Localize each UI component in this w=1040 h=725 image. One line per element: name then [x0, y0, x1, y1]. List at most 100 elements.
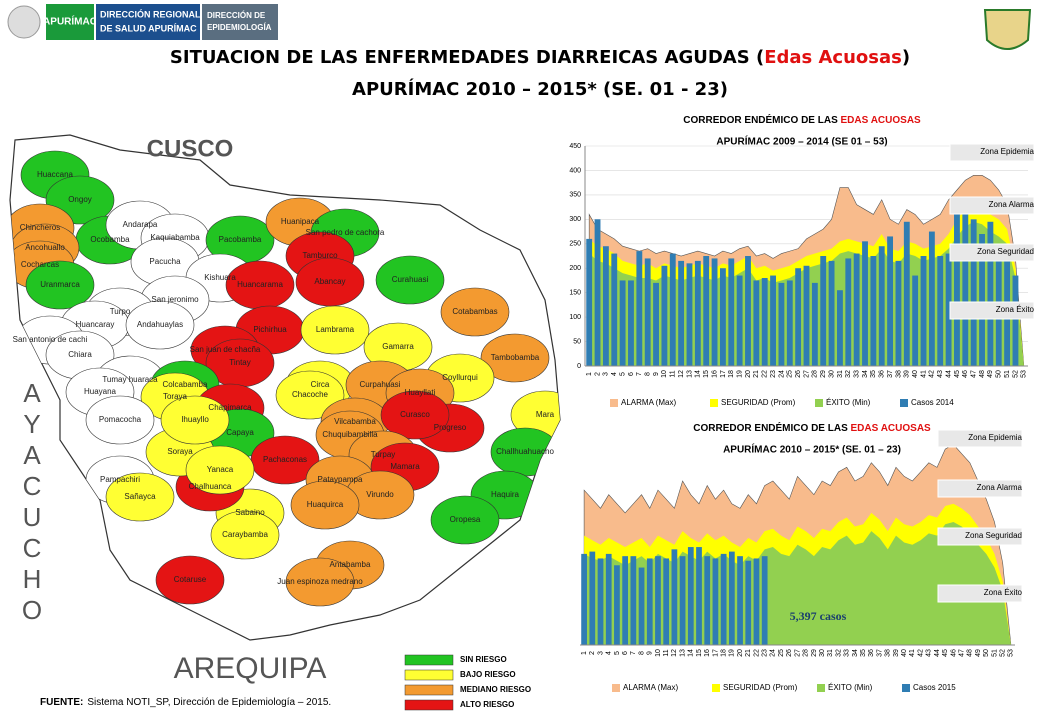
zone-label: Zona Seguridad — [965, 531, 1022, 540]
bar — [954, 214, 960, 366]
district-label: Turpay — [371, 450, 396, 459]
bar — [828, 260, 835, 366]
x-tick-label: 17 — [712, 649, 719, 657]
bar — [745, 560, 752, 645]
x-tick-label: 3 — [603, 372, 610, 376]
bar — [937, 256, 944, 366]
district-label: Colcabamba — [163, 380, 208, 389]
district — [155, 555, 225, 605]
bar — [920, 256, 927, 366]
x-tick-label: 8 — [638, 651, 645, 655]
x-tick-label: 29 — [820, 370, 827, 378]
region-letter: U — [23, 502, 42, 532]
x-tick-label: 44 — [945, 370, 952, 378]
crest — [983, 9, 1032, 50]
x-tick-label: 29 — [811, 649, 818, 657]
bar — [770, 275, 776, 366]
x-tick-label: 25 — [778, 649, 785, 657]
x-tick-label: 12 — [671, 649, 678, 657]
bar — [678, 260, 685, 366]
x-tick-label: 46 — [962, 370, 969, 378]
bar — [928, 231, 935, 366]
bar — [837, 290, 843, 366]
x-tick-label: 24 — [778, 370, 785, 378]
x-tick-label: 12 — [678, 370, 685, 378]
district-label: Circa — [311, 380, 330, 389]
bar — [589, 551, 596, 645]
district-label: Kaquiabamba — [150, 233, 200, 242]
x-tick-label: 47 — [971, 370, 978, 378]
x-tick-label: 39 — [893, 649, 900, 657]
x-tick-label: 31 — [827, 649, 834, 657]
x-tick-label: 37 — [887, 370, 894, 378]
y-tick-label: 100 — [569, 314, 581, 321]
x-tick-label: 53 — [1008, 649, 1015, 657]
x-tick-label: 41 — [920, 370, 927, 378]
zone-label: Zona Alarma — [989, 200, 1035, 209]
x-tick-label: 28 — [803, 649, 810, 657]
district-label: Tumay huaraca — [102, 375, 158, 384]
x-tick-label: 28 — [812, 370, 819, 378]
bar — [696, 547, 702, 645]
district-label: Pomacocha — [99, 415, 142, 424]
legend-swatch — [710, 399, 718, 407]
region-letter: A — [23, 378, 41, 408]
bar — [712, 558, 719, 645]
district-label: Chincheros — [20, 223, 60, 232]
bar — [761, 556, 768, 645]
x-tick-label: 25 — [787, 370, 794, 378]
district — [440, 287, 510, 337]
district-label: Caraybamba — [222, 530, 268, 539]
bar — [853, 253, 860, 366]
district — [290, 480, 360, 530]
x-tick-label: 38 — [895, 370, 902, 378]
x-tick-label: 50 — [983, 649, 990, 657]
legend-swatch — [610, 399, 618, 407]
district-label: Ocobamba — [90, 235, 130, 244]
header: APURÍMAC DIRECCIÓN REGIONAL DE SALUD APU… — [7, 4, 1032, 100]
bar — [878, 246, 885, 366]
bar — [1012, 275, 1019, 366]
district — [185, 445, 255, 495]
district-label: Chuquibambilla — [322, 430, 378, 439]
x-tick-label: 26 — [786, 649, 793, 657]
x-tick-label: 36 — [879, 370, 886, 378]
x-tick-label: 40 — [912, 370, 919, 378]
x-tick-label: 20 — [745, 370, 752, 378]
bar — [970, 219, 977, 366]
district — [375, 255, 445, 305]
y-tick-label: 350 — [569, 192, 581, 199]
district-label: Pachaconas — [263, 455, 307, 464]
bar — [602, 246, 609, 366]
map — [9, 134, 561, 641]
district-label: Soraya — [167, 447, 193, 456]
x-tick-label: 27 — [794, 649, 801, 657]
x-tick-label: 13 — [679, 649, 686, 657]
x-tick-label: 41 — [909, 649, 916, 657]
region-letter: C — [23, 471, 42, 501]
district-label: Abancay — [314, 277, 345, 286]
legend-swatch — [815, 399, 823, 407]
bar — [628, 280, 634, 366]
district-label: Huanipaca — [281, 217, 320, 226]
district-label: Chiara — [68, 350, 92, 359]
legend-label: ÉXITO (Min) — [828, 683, 873, 692]
x-tick-label: 8 — [645, 372, 652, 376]
bar — [663, 558, 670, 645]
main-title: SITUACION DE LAS ENFERMEDADES DIARREICAS… — [170, 47, 910, 68]
district-label: Chacoche — [292, 390, 329, 399]
x-tick-label: 13 — [686, 370, 693, 378]
district-label: Uranmarca — [40, 280, 80, 289]
legend-swatch — [404, 699, 454, 711]
bar — [845, 258, 852, 366]
district-label: Huaccana — [37, 170, 74, 179]
annotation: 5,397 casos — [790, 609, 847, 623]
zone-label: Zona Epidemia — [968, 433, 1022, 442]
district — [210, 510, 280, 560]
x-tick-label: 37 — [876, 649, 883, 657]
bar — [962, 214, 969, 366]
district-label: Curahuasi — [392, 275, 429, 284]
region-letter: C — [23, 533, 42, 563]
zone-box — [949, 143, 1035, 162]
x-tick-label: 9 — [653, 372, 660, 376]
